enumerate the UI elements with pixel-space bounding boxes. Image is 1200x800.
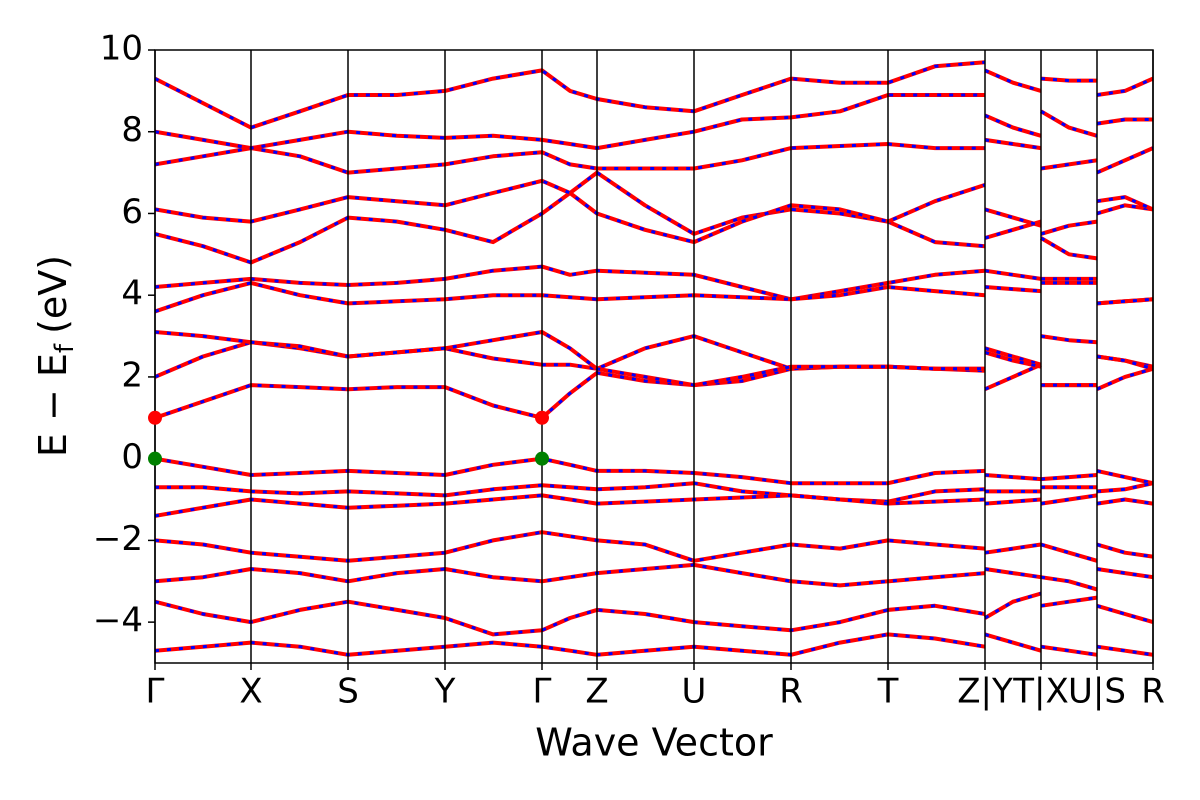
y-tick-label: 10 <box>100 29 143 69</box>
band-line <box>155 178 1153 261</box>
y-tick-label: 4 <box>121 274 143 314</box>
band-edge-point <box>148 410 162 425</box>
x-tick-label: T <box>877 672 899 712</box>
band-line <box>155 493 1153 518</box>
band-line <box>155 591 1153 637</box>
x-tick-label: Z|Y <box>957 672 1013 712</box>
x-tick-label: R <box>1141 672 1165 712</box>
x-tick-label: Γ <box>146 672 165 712</box>
x-tick-label: Z <box>585 672 608 712</box>
y-label-sub: f <box>50 343 80 353</box>
x-tick-label: T|X <box>1012 672 1069 712</box>
band-dash <box>155 363 1153 420</box>
band-dash <box>155 330 1153 387</box>
x-tick-label: U <box>682 672 707 712</box>
y-tick-label: 8 <box>121 110 143 150</box>
y-tick-label: 6 <box>121 192 143 232</box>
x-tick-label: X <box>239 672 262 712</box>
y-label-unit: (eV) <box>31 255 75 334</box>
y-label-main: E − E <box>31 353 75 457</box>
band-line <box>155 456 1153 486</box>
x-tick-label: S <box>337 672 359 712</box>
band-line <box>155 93 1153 151</box>
x-tick-label: Y <box>434 672 456 712</box>
y-tick-label: 2 <box>121 355 143 395</box>
y-tick-label: −4 <box>93 601 143 641</box>
band-line <box>155 530 1153 563</box>
band-dash <box>155 138 1153 175</box>
band-line <box>155 264 1153 306</box>
band-line <box>155 632 1153 657</box>
band-line <box>155 334 1153 379</box>
y-axis-label: E − Ef (eV) <box>31 255 80 457</box>
y-tick-label: −2 <box>93 519 143 559</box>
band-edge-point <box>148 451 162 466</box>
x-tick-label: U|S <box>1068 672 1126 712</box>
y-tick-label: 0 <box>121 437 143 477</box>
band-edge-point <box>535 451 549 466</box>
band-dash <box>155 281 1153 313</box>
band-dash <box>155 481 1153 504</box>
band-edge-point <box>535 410 549 425</box>
x-tick-label: R <box>779 672 803 712</box>
band-line <box>155 562 1153 592</box>
band-line <box>155 60 1153 130</box>
x-axis-label: Wave Vector <box>535 721 773 765</box>
x-tick-label: Γ <box>533 672 552 712</box>
bands <box>155 60 1153 657</box>
